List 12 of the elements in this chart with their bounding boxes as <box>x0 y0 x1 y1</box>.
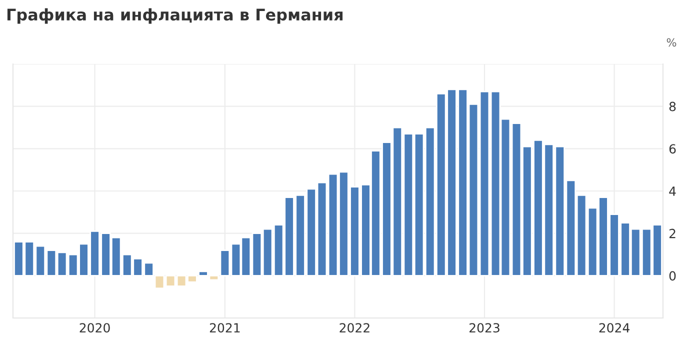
y-tick-label: 6 <box>669 144 676 154</box>
x-tick-label: 2024 <box>599 323 630 333</box>
y-tick-label: 0 <box>669 271 676 281</box>
y-tick-label: 8 <box>669 102 676 112</box>
chart-title: Графика на инфлацията в Германия <box>7 8 343 24</box>
x-tick-label: 2021 <box>210 323 240 333</box>
x-tick-label: 2020 <box>80 323 110 333</box>
y-tick-label: 2 <box>669 228 676 238</box>
y-axis-title: % <box>666 38 676 47</box>
x-tick-label: 2023 <box>470 323 500 333</box>
x-tick-label: 2022 <box>340 323 370 333</box>
y-tick-label: 4 <box>669 186 676 196</box>
